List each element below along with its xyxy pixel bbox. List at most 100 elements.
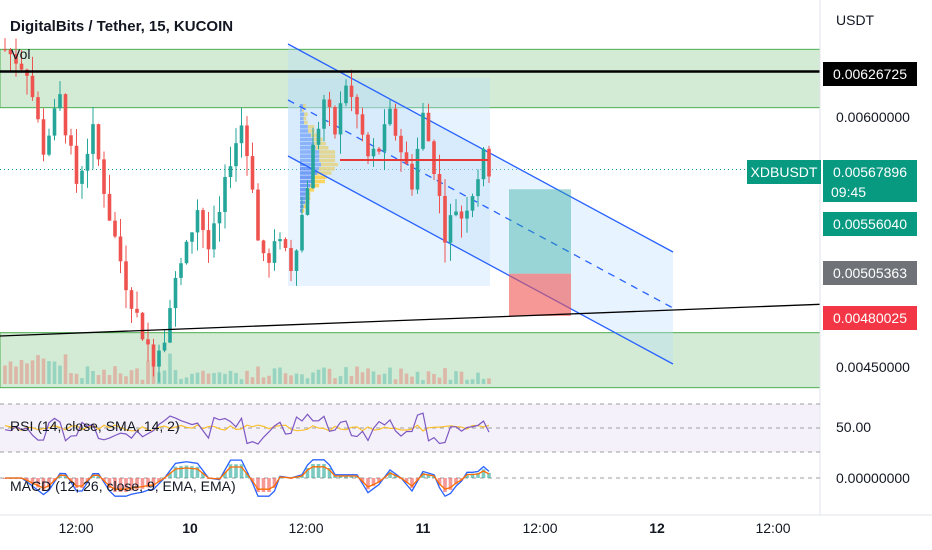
volume-profile-bar	[300, 184, 311, 188]
volume-profile-bar	[300, 201, 305, 205]
volume-bar	[42, 359, 46, 384]
volume-bar	[3, 366, 7, 384]
candle-body	[86, 154, 90, 171]
volume-bar	[328, 369, 332, 384]
candle-body	[322, 99, 326, 128]
chart-title: DigitalBits / Tether, 15, KUCOIN	[10, 18, 233, 35]
volume-bar	[487, 378, 491, 384]
candle-body	[245, 125, 249, 156]
volume-bar	[207, 374, 211, 384]
volume-bar	[47, 361, 51, 384]
candle-body	[427, 113, 431, 141]
volume-bar	[460, 372, 464, 384]
volume-bar	[399, 369, 403, 384]
volume-bar	[9, 361, 13, 384]
candle-body	[344, 86, 348, 104]
candle-body	[438, 174, 442, 196]
candle-body	[31, 76, 35, 97]
candle-body	[278, 239, 282, 241]
candle-body	[416, 149, 420, 190]
candle-body	[289, 248, 293, 271]
volume-bar	[289, 375, 293, 384]
candle-body	[350, 86, 354, 97]
time-tick: 11	[416, 520, 431, 536]
volume-bar	[36, 355, 40, 384]
volume-bar	[267, 376, 271, 384]
candle-body	[47, 136, 51, 155]
candle-body	[163, 343, 167, 351]
volume-bar	[416, 372, 420, 384]
candle-body	[267, 253, 271, 263]
candle-body	[218, 212, 222, 223]
candle-body	[141, 313, 145, 339]
candle-body	[124, 261, 128, 290]
volume-bar	[372, 371, 376, 384]
candle-body	[410, 164, 414, 190]
volume-bar	[311, 372, 315, 384]
candle-body	[361, 114, 365, 134]
candle-body	[119, 237, 123, 262]
volume-bar	[53, 362, 57, 384]
candle-body	[185, 242, 189, 264]
countdown-tag: 09:45	[823, 182, 917, 202]
volume-bar	[421, 380, 425, 384]
candle-body	[234, 143, 238, 166]
volume-bar	[152, 367, 156, 384]
volume-bar	[262, 377, 266, 384]
candle-body	[262, 240, 266, 253]
candle-body	[91, 124, 95, 154]
volume-bar	[339, 376, 343, 384]
time-tick: 12	[649, 520, 665, 536]
candle-body	[460, 211, 464, 218]
volume-bar	[163, 371, 167, 384]
candle-body	[394, 109, 398, 136]
candle-body	[339, 103, 343, 134]
volume-bar	[256, 367, 260, 384]
candle-body	[421, 113, 425, 149]
candle-body	[207, 230, 211, 249]
volume-bar	[377, 375, 381, 384]
time-tick: 12:00	[522, 520, 557, 536]
volume-bar	[185, 377, 189, 384]
candle-body	[471, 196, 475, 211]
volume-bar	[471, 379, 475, 384]
volume-bar	[278, 367, 282, 384]
candle-body	[58, 94, 62, 108]
currency-label: USDT	[836, 12, 874, 28]
macd-histogram-bar	[240, 464, 244, 478]
symbol-tag: XDBUSDT	[747, 160, 821, 184]
candle-body	[223, 177, 227, 212]
macd-histogram-bar	[229, 464, 233, 478]
volume-bar	[273, 368, 277, 384]
time-tick: 12:00	[288, 520, 323, 536]
candle-body	[135, 309, 139, 313]
stop-box	[509, 274, 571, 316]
candle-body	[300, 215, 304, 251]
candle-body	[212, 223, 216, 249]
volume-bar	[443, 368, 447, 384]
volume-profile-bar	[314, 180, 325, 184]
time-tick: 12:00	[755, 520, 790, 536]
candle-body	[146, 339, 150, 344]
volume-bar	[69, 373, 73, 384]
volume-bar	[322, 368, 326, 384]
macd-histogram-bar	[322, 464, 326, 478]
entry-price-tag: 0.00505363	[823, 261, 917, 285]
candle-body	[443, 196, 447, 243]
line-price-tag: 0.00626725	[823, 62, 917, 86]
candle-body	[372, 149, 376, 157]
rsi-label: RSI (14, close, SMA, 14, 2)	[10, 418, 180, 434]
trendline	[0, 304, 820, 336]
rsi-axis-tick: 50.00	[836, 419, 871, 435]
volume-bar	[300, 374, 304, 384]
macd-histogram-bar	[267, 478, 271, 492]
volume-bar	[240, 379, 244, 384]
volume-bar	[212, 373, 216, 384]
candle-body	[306, 188, 310, 215]
volume-bar	[383, 374, 387, 384]
volume-bar	[135, 368, 139, 384]
candle-body	[168, 308, 172, 343]
candle-body	[333, 107, 337, 134]
